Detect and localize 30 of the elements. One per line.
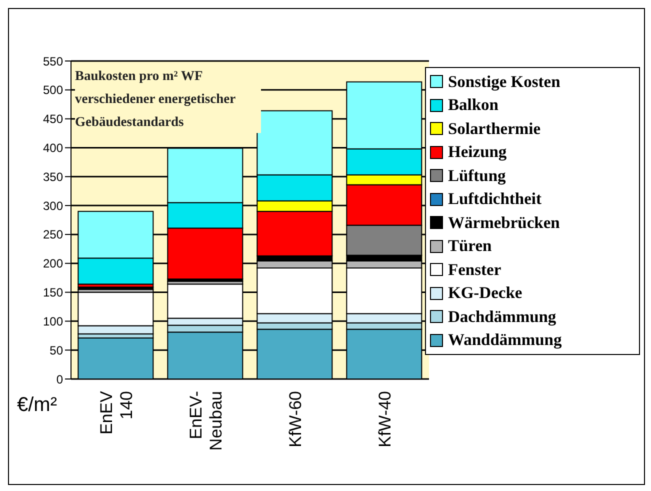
legend-label: Solarthermie bbox=[447, 118, 542, 140]
x-tick-label: KfW-40 bbox=[375, 391, 394, 448]
y-tick-label: 550 bbox=[42, 54, 64, 68]
x-tick-label: KfW-60 bbox=[286, 391, 305, 448]
legend-label: Heizung bbox=[447, 141, 508, 164]
y-tick-label: 50 bbox=[50, 343, 64, 358]
x-tick-label: EnEV-Neubau bbox=[186, 391, 226, 451]
legend-label: Türen bbox=[447, 235, 493, 258]
legend-label: Sonstige Kosten bbox=[447, 70, 562, 93]
y-axis-title: €/m² bbox=[17, 394, 57, 417]
legend-label: Wanddämmung bbox=[447, 329, 563, 352]
y-tick-label: 400 bbox=[42, 140, 64, 155]
legend-label: Lüftung bbox=[447, 164, 507, 187]
y-tick-label: 200 bbox=[42, 256, 64, 271]
y-tick-label: 150 bbox=[42, 286, 64, 300]
legend-label: KG-Decke bbox=[447, 282, 524, 304]
legend-label: Balkon bbox=[447, 94, 500, 116]
y-tick-label: 500 bbox=[42, 83, 64, 98]
legend-label: Fenster bbox=[447, 258, 502, 281]
text: Baukosten pro m² WF verschiedener energetischer Gebäudestandards bbox=[75, 64, 261, 133]
x-tick-label: EnEV 140 bbox=[96, 390, 136, 434]
y-tick-label: 300 bbox=[42, 198, 64, 213]
legend-label: Dachdämmung bbox=[447, 306, 558, 328]
legend-label: Luftdichtheit bbox=[447, 188, 543, 210]
y-tick-label: 250 bbox=[42, 228, 64, 242]
y-tick-label: 0 bbox=[56, 372, 64, 386]
y-tick-label: 350 bbox=[42, 170, 64, 184]
y-tick-label: 450 bbox=[42, 112, 64, 126]
y-tick-label: 100 bbox=[42, 314, 64, 328]
legend-label: Wärmebrücken bbox=[447, 212, 561, 234]
